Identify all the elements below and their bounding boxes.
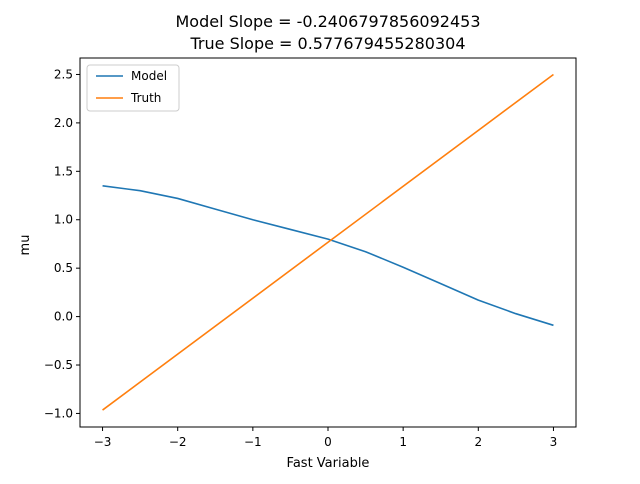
x-tick-label: −2 (169, 435, 187, 449)
x-tick-label: −1 (244, 435, 262, 449)
y-tick-label: 2.0 (54, 116, 73, 130)
x-tick-label: −3 (94, 435, 112, 449)
x-tick-label: 2 (474, 435, 482, 449)
y-tick-label: 0.0 (54, 310, 73, 324)
y-tick-label: 1.0 (54, 213, 73, 227)
series-line-truth (102, 73, 554, 411)
chart-title-line-1: Model Slope = -0.2406797856092453 (175, 12, 480, 31)
chart-title-line-2: True Slope = 0.577679455280304 (190, 34, 466, 53)
x-tick-label: 0 (324, 435, 332, 449)
plot-area: −3 −2 −1 0 1 2 3 −1.0 −0.5 0.0 0.5 1.0 1.5 2.0 2.5 Mode… (44, 57, 577, 449)
x-tick-label: 1 (399, 435, 407, 449)
legend-label-model: Model (131, 69, 167, 83)
y-tick-label: −0.5 (44, 358, 73, 372)
y-tick-label: 1.5 (54, 164, 73, 178)
y-tick-label: 0.5 (54, 261, 73, 275)
series-line-model (102, 185, 554, 327)
x-axis-label: Fast Variable (287, 456, 370, 471)
x-tick-label: 3 (550, 435, 558, 449)
y-tick-label: −1.0 (44, 406, 73, 420)
y-tick-label: 2.5 (54, 67, 73, 81)
y-axis-label: mu (18, 235, 33, 256)
legend-label-truth: Truth (130, 91, 161, 105)
